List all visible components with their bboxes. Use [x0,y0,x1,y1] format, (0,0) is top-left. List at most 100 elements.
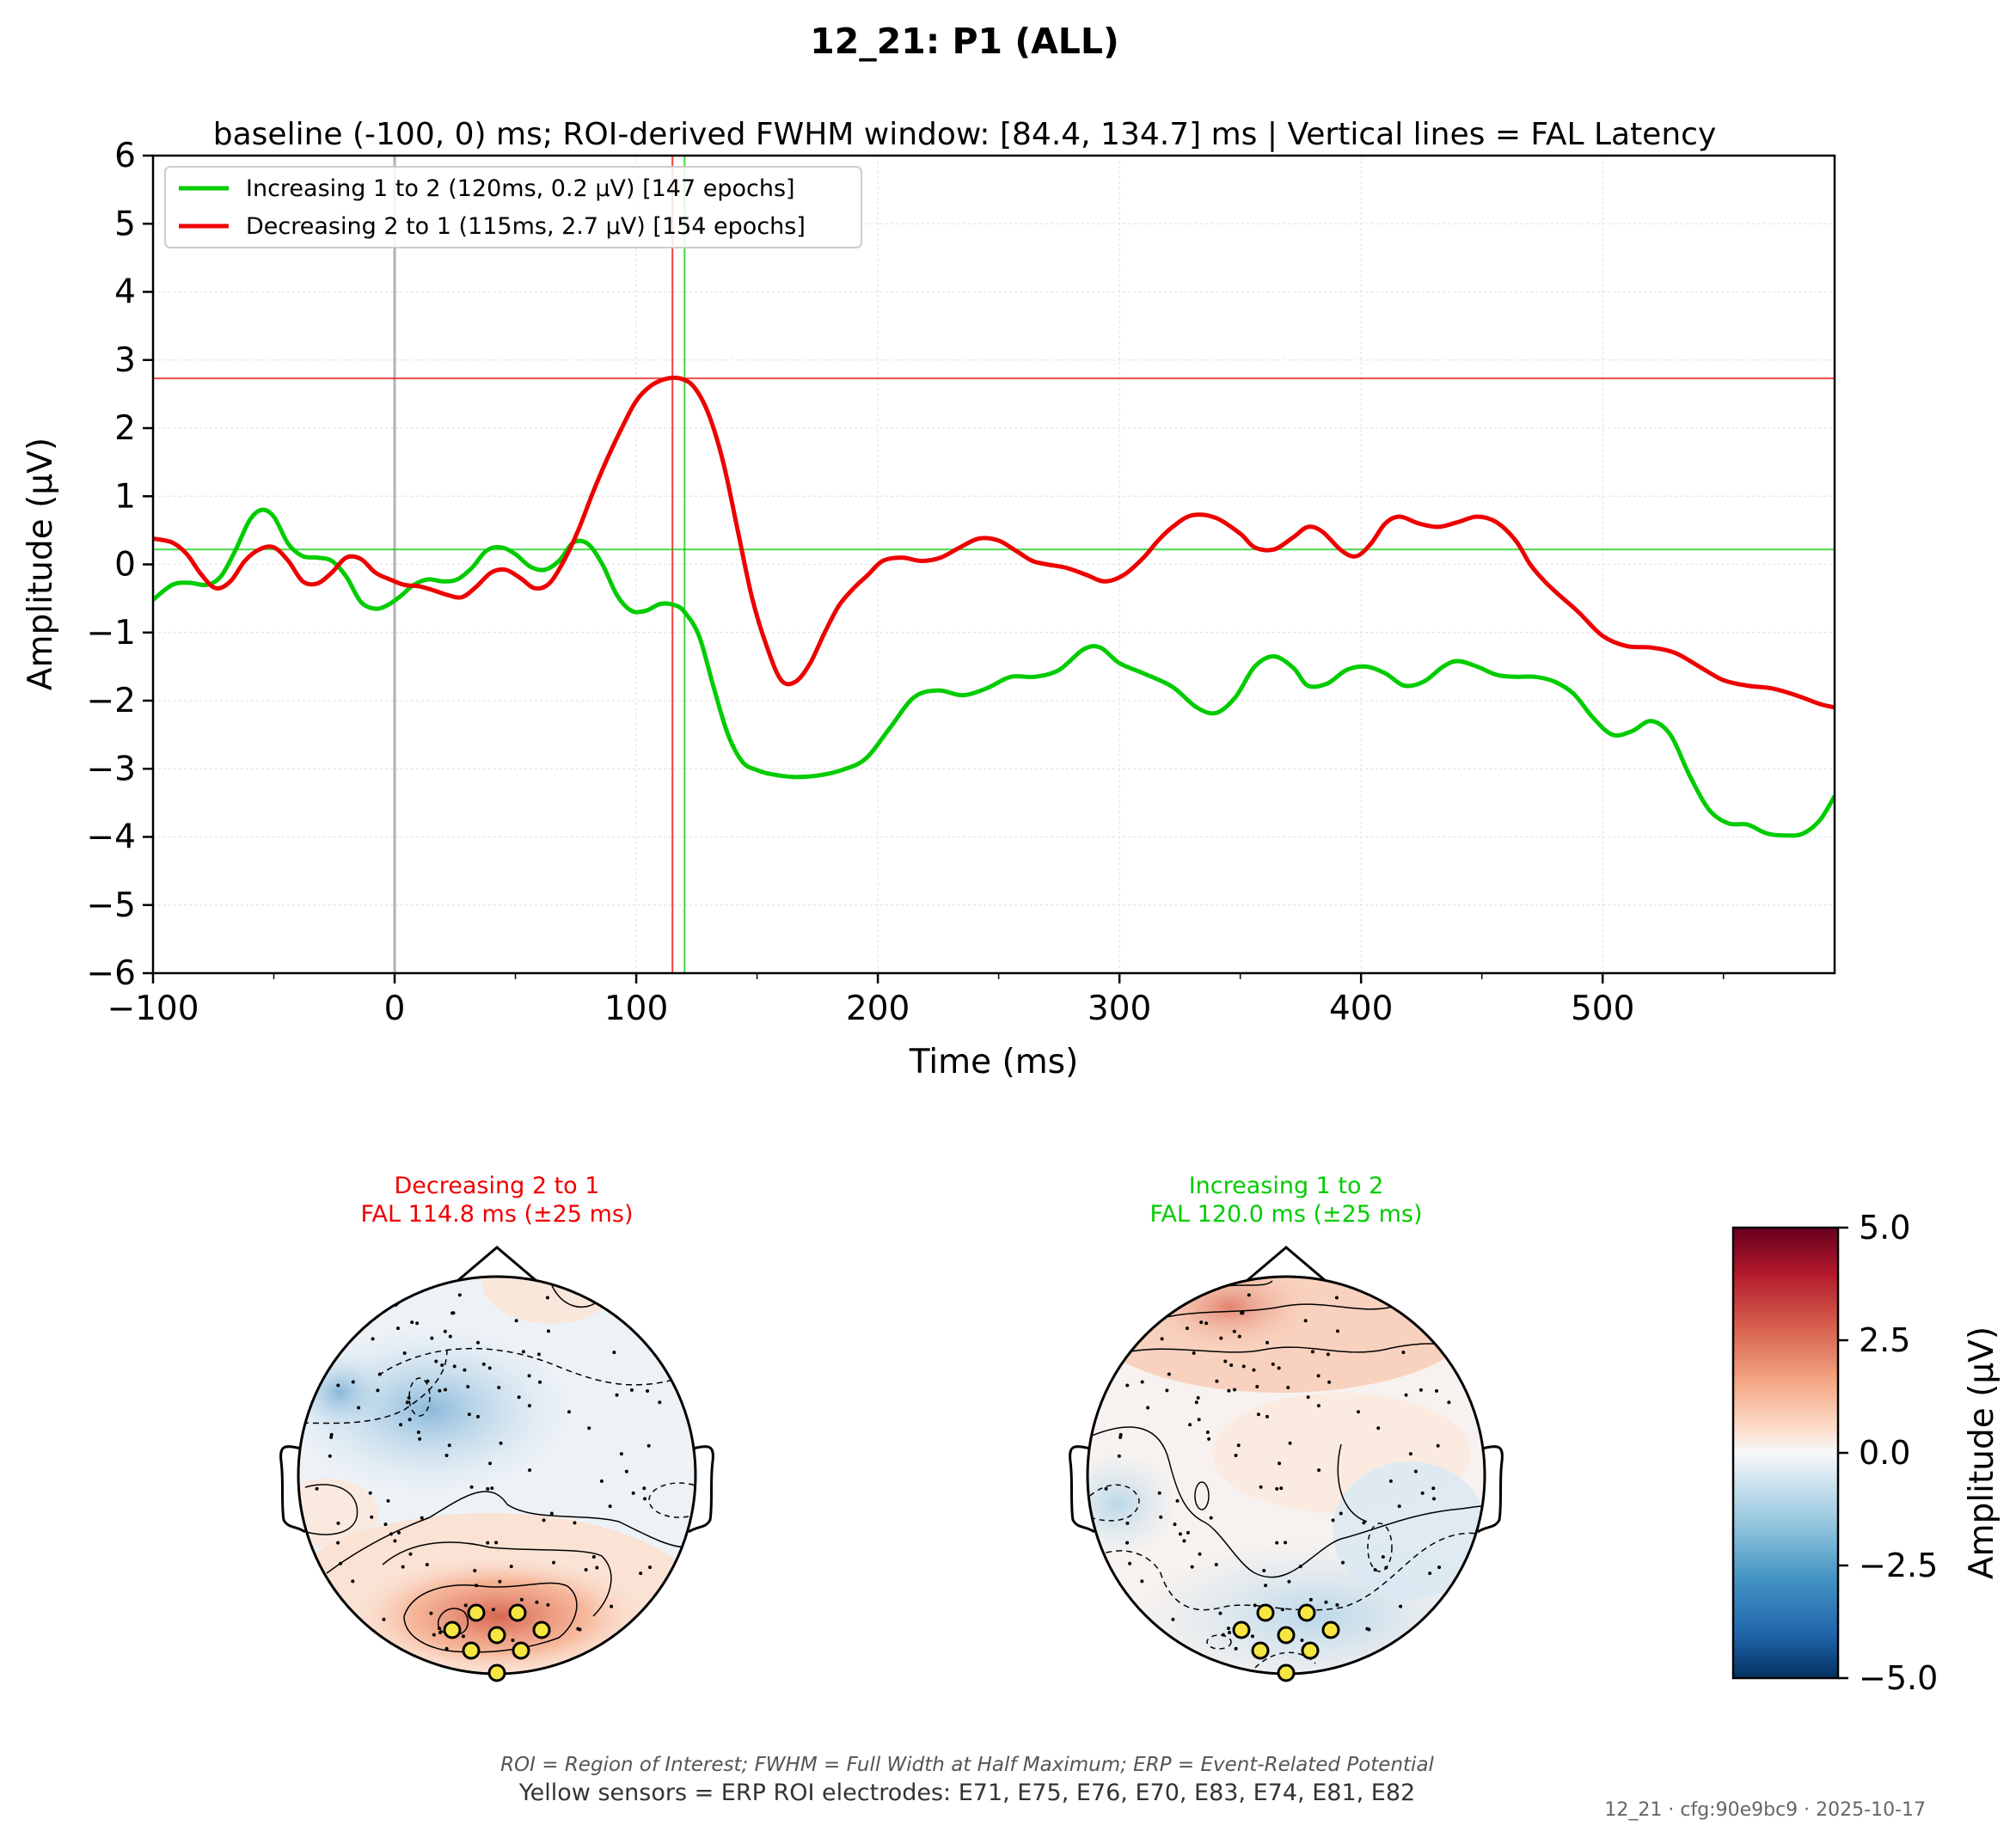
colorbar-ticks: 5.0 2.5 0.0 −2.5 −5.0 [1838,1209,1938,1697]
colorbar: 5.0 2.5 0.0 −2.5 −5.0 Amplitude (µV) [1731,1209,2001,1697]
reference-lines [153,156,1835,973]
sensor-dot [1327,1380,1332,1384]
sensor-dot [1367,1627,1371,1632]
plot-subtitle: baseline (-100, 0) ms; ROI-derived FWHM … [213,117,1717,152]
y-tick-label: −4 [87,818,137,857]
sensor-dot [514,1319,518,1323]
sensor-dot [639,1571,643,1576]
sensor-dot [1241,1364,1246,1369]
sensor-dot [1401,1351,1406,1355]
sensor-dot [1226,1627,1230,1631]
legend-box [164,166,862,248]
sensor-dot [1117,1454,1121,1458]
sensor-dot [1171,1617,1175,1621]
topomap-decreasing: Decreasing 2 to 1 FAL 114.8 ms (±25 ms) [279,1173,714,1682]
sensor-dot [1316,1404,1321,1408]
sensor-dot [1286,1385,1290,1389]
sensor-dot [612,1351,616,1355]
sensor-dot [1221,1633,1225,1637]
sensor-dot [527,1404,531,1408]
sensor-dot [463,1368,467,1372]
sensor-dot [584,1567,588,1571]
sensor-dot [1167,1372,1171,1376]
sensor-dot [1264,1584,1268,1588]
erp-waveform-chart: −100 0 100 200 300 400 500 −6 −5 −4 −3 −2 −1 0 1 2 3 4 5 6… [21,137,1836,1081]
colorbar-tick-label: 0.0 [1859,1434,1910,1472]
y-tick-label: 6 [114,137,136,175]
y-tick-label: −6 [87,954,137,993]
sensor-dot [1209,1516,1213,1520]
sensor-dot [1317,1468,1321,1473]
sensor-dot [1125,1541,1130,1545]
sensor-dot [1233,1388,1237,1392]
sensor-dot [444,1388,448,1392]
sensor-dot [610,1604,614,1608]
y-tick-label: −3 [87,750,137,788]
sensor-dot [1303,1319,1308,1323]
sensor-dot [457,1293,462,1297]
sensor-dot [1277,1366,1281,1370]
sensor-dot [538,1380,542,1384]
topomap-decreasing-title: Decreasing 2 to 1 [395,1173,600,1199]
sensor-dot [1232,1329,1236,1333]
sensor-dot [1204,1321,1209,1326]
sensor-dot [328,1454,332,1458]
sensor-dot [336,1541,340,1545]
sensor-dot [1324,1600,1328,1604]
sensor-dot [487,1366,492,1370]
roi-electrode-E71 [467,1603,486,1622]
sensor-dot [1288,1441,1292,1445]
sensor-dot [542,1518,546,1522]
sensor-dot [429,1611,433,1615]
sensor-dot [1192,1351,1196,1355]
sensor-dot [1399,1604,1403,1608]
sensor-dot [578,1627,582,1632]
sensor-dot [1250,1634,1254,1639]
y-tick-label: −2 [87,682,137,720]
sensor-dot [401,1565,405,1569]
series-lines [153,375,1835,838]
topomap-increasing-title: Increasing 1 to 2 [1189,1173,1384,1199]
roi-electrode-E75 [508,1603,527,1622]
config-stamp: 12_21 · cfg:90e9bc9 · 2025-10-17 [1604,1799,1926,1821]
sensor-dot [511,1638,515,1642]
sensor-dot [407,1395,411,1400]
sensor-dot [315,1486,319,1491]
sensor-dot [1420,1491,1425,1495]
x-axis-ticks: −100 0 100 200 300 400 500 [107,973,1725,1028]
topomap-decreasing-roi-electrodes [443,1603,551,1682]
sensor-dot [1259,1485,1263,1489]
sensor-dot [440,1363,444,1368]
sensor-dot [1219,1336,1223,1340]
sensor-dot [1362,1521,1366,1525]
x-tick-label: 100 [604,989,668,1028]
sensor-dot [351,1579,355,1584]
topomap-decreasing-subtitle: FAL 114.8 ms (±25 ms) [361,1201,634,1228]
footnote-sensors: Yellow sensors = ERP ROI electrodes: E71… [518,1780,1415,1806]
sensor-dot [546,1602,550,1607]
sensor-dot [1306,1395,1310,1400]
legend-label-decreasing: Decreasing 2 to 1 (115ms, 2.7 µV) [154 e… [246,213,806,240]
colorbar-tick-label: 2.5 [1859,1321,1910,1359]
sensor-dot [567,1410,571,1414]
sensor-dot [624,1469,628,1473]
sensor-dot [1173,1522,1177,1527]
sensor-dot [393,1539,397,1543]
series-line-decreasing [153,375,1835,710]
sensor-dot [1265,1414,1269,1418]
roi-electrode-E82 [1277,1663,1296,1682]
sensor-dot [1275,1486,1279,1491]
sensor-dot [1234,1453,1238,1457]
sensor-dot [1341,1560,1345,1565]
sensor-dot [395,1326,400,1331]
sensor-dot [536,1352,541,1357]
sensor-dot [1205,1430,1210,1434]
roi-electrode-E74 [462,1641,481,1660]
roi-electrode-E74 [1251,1641,1270,1660]
sensor-dot [1118,1432,1123,1437]
sensor-dot [1194,1400,1198,1405]
sensor-dot [426,1379,430,1383]
sensor-dot [1271,1362,1275,1366]
sensor-dot [619,1452,623,1456]
sensor-dot [1413,1469,1418,1473]
